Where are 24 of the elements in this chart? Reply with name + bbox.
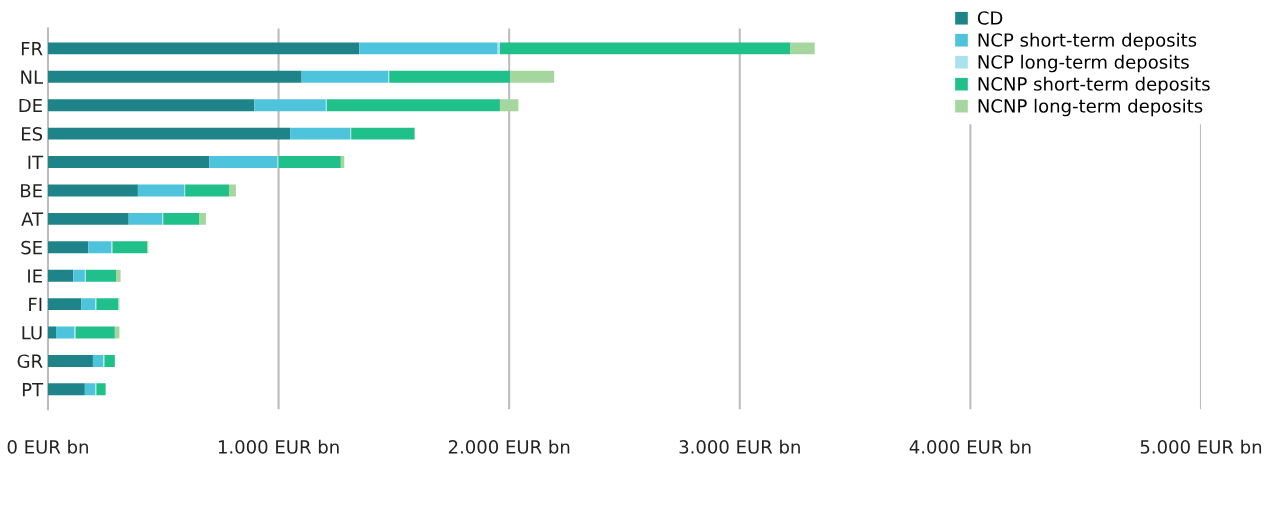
y-tick-label: AT [21, 212, 44, 226]
x-tick-label: 4.000 EUR bn [909, 439, 1031, 454]
legend-label: CD [977, 11, 1003, 25]
legend-label: NCNP short-term deposits [978, 76, 1210, 95]
y-tick-label: FR [21, 42, 43, 56]
x-tick-label: 3.000 EUR bn [679, 439, 800, 454]
x-tick-label: 2.000 EUR bn [448, 439, 570, 454]
legend-label: NCNP long-term deposits [978, 98, 1203, 117]
x-tick-label: 5.000 EUR bn [1140, 439, 1262, 454]
y-tick-label: LU [22, 326, 42, 340]
y-tick-label: IE [28, 269, 42, 283]
y-tick-label: BE [21, 184, 42, 198]
y-tick-label: SE [21, 240, 42, 255]
y-tick-label: IT [28, 155, 44, 169]
legend-label: NCP long-term deposits [978, 54, 1189, 73]
y-tick-label: GR [17, 354, 43, 369]
y-tick-label: ES [22, 127, 43, 141]
y-tick-label: DE [19, 98, 42, 113]
y-tick-label: NL [21, 70, 43, 84]
legend-label: NCP short-term deposits [978, 32, 1197, 51]
x-tick-label: 0 EUR bn [7, 439, 88, 454]
x-tick-label: 1.000 EUR bn [218, 439, 339, 454]
y-tick-label: PT [22, 383, 44, 397]
y-tick-label: FI [29, 297, 42, 311]
